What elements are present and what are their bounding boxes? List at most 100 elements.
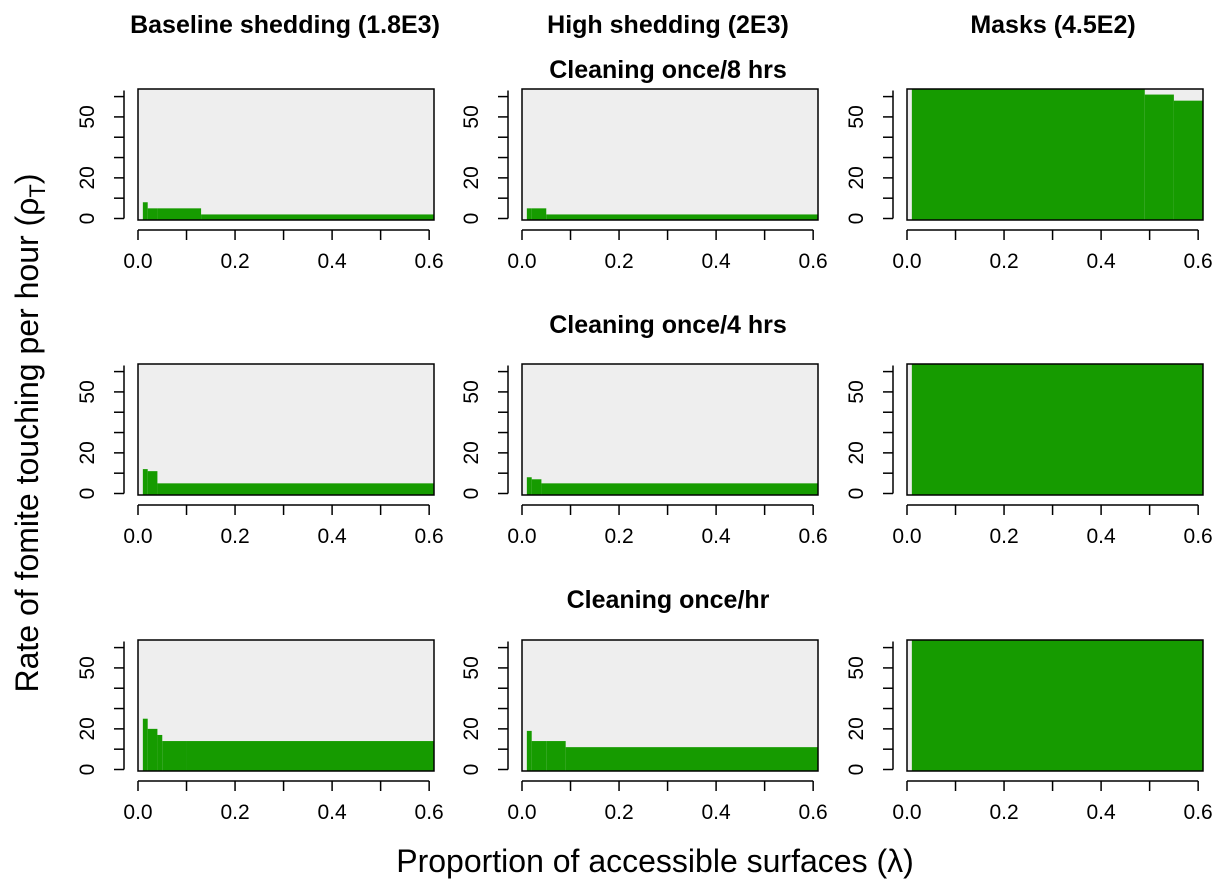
feasible-region-step-2 (541, 483, 818, 495)
panel-frame (906, 88, 1204, 221)
y-axis-label-subscript: T (25, 184, 50, 197)
x-tick-label: 0.4 (317, 525, 347, 548)
x-tick-label: 0.6 (415, 801, 444, 824)
feasible-region-step-0 (526, 730, 532, 771)
x-tick-label: 0.4 (701, 250, 731, 273)
feasible-region-step-0 (911, 640, 1203, 771)
x-tick-label: 0.2 (604, 801, 633, 824)
feasible-region-step-3 (201, 214, 434, 220)
panel-frame (137, 363, 435, 496)
feasible-region-step-0 (142, 469, 148, 495)
x-tick-label: 0.2 (989, 801, 1018, 824)
y-axis-label-close: ) (9, 173, 45, 184)
y-tick-label: 20 (76, 166, 99, 189)
feasible-region-step-3 (565, 747, 818, 771)
feasible-region-step-1 (147, 208, 158, 220)
row-title-cleaning-4hrs: Cleaning once/4 hrs (549, 311, 787, 339)
y-tick-label: 50 (460, 656, 483, 679)
panel-r0-c2: 0.0 0.2 0.4 0.6 0 20 50 (845, 88, 1213, 273)
feasible-region-step-2 (1173, 100, 1203, 220)
feasible-region-step-2 (157, 483, 434, 495)
panel-r1-c2: 0.0 0.2 0.4 0.6 0 20 50 (845, 363, 1213, 548)
y-tick-label: 50 (76, 656, 99, 679)
feasible-region-step-1 (531, 208, 547, 220)
x-tick-label: 0.0 (123, 525, 152, 548)
y-tick-label: 50 (460, 105, 483, 128)
x-tick-label: 0.6 (415, 525, 444, 548)
panel-frame (521, 88, 819, 221)
y-tick-label: 20 (460, 166, 483, 189)
x-tick-label: 0.4 (1086, 801, 1116, 824)
panel-background (138, 364, 434, 495)
x-tick-label: 0.4 (701, 801, 731, 824)
feasible-region-step-0 (526, 477, 532, 495)
y-tick-label: 0 (76, 764, 99, 776)
y-tick-label: 50 (76, 105, 99, 128)
x-tick-label: 0.0 (507, 801, 536, 824)
y-tick-label: 20 (460, 441, 483, 464)
feasible-region-step-0 (526, 208, 532, 220)
feasible-region-step-1 (147, 471, 158, 495)
feasible-region-step-0 (142, 718, 148, 771)
x-tick-label: 0.0 (507, 525, 536, 548)
panel-r0-c1: 0.0 0.2 0.4 0.6 0 20 50 (460, 88, 828, 273)
row-title-cleaning-1hr: Cleaning once/hr (567, 586, 770, 614)
panel-background (138, 89, 434, 220)
x-tick-label: 0.2 (604, 250, 633, 273)
x-tick-label: 0.4 (1086, 525, 1116, 548)
x-tick-label: 0.6 (799, 250, 828, 273)
x-tick-label: 0.0 (123, 801, 152, 824)
panel-r2-c2: 0.0 0.2 0.4 0.6 0 20 50 (845, 639, 1213, 824)
feasible-region-step-0 (142, 202, 148, 220)
feasible-region-step-2 (546, 741, 566, 771)
x-tick-label: 0.2 (220, 250, 249, 273)
panel-r2-c0: 0.0 0.2 0.4 0.6 0 20 50 (76, 639, 444, 824)
feasible-region-step-2 (157, 208, 202, 220)
x-tick-label: 0.4 (317, 801, 347, 824)
x-tick-label: 0.0 (892, 250, 921, 273)
x-tick-label: 0.0 (892, 801, 921, 824)
column-title-baseline: Baseline shedding (1.8E3) (130, 11, 440, 39)
feasible-region-step-1 (1144, 94, 1174, 220)
x-tick-label: 0.6 (1184, 250, 1213, 273)
x-axis-label: Proportion of accessible surfaces (λ) (396, 843, 914, 879)
y-tick-label: 0 (460, 488, 483, 500)
panel-frame (906, 639, 1204, 772)
x-tick-label: 0.4 (1086, 250, 1116, 273)
y-tick-label: 20 (845, 441, 868, 464)
y-tick-label: 50 (76, 380, 99, 403)
y-axis-label: Rate of fomite touching per hour (ρT) (9, 173, 50, 692)
panel-frame (137, 639, 435, 772)
x-tick-label: 0.4 (317, 250, 347, 273)
x-tick-label: 0.6 (415, 250, 444, 273)
x-tick-label: 0.2 (220, 801, 249, 824)
x-tick-label: 0.6 (799, 801, 828, 824)
x-tick-label: 0.6 (1184, 525, 1213, 548)
panel-grid: 0.0 0.2 0.4 0.6 0 20 50 0.0 0.2 0.4 0.6 0 20 50 0.0 0.2… (76, 88, 1213, 824)
panel-r2-c1: 0.0 0.2 0.4 0.6 0 20 50 (460, 639, 828, 824)
x-tick-label: 0.0 (123, 250, 152, 273)
x-tick-label: 0.4 (701, 525, 731, 548)
y-tick-label: 20 (460, 717, 483, 740)
row-title-cleaning-8hrs: Cleaning once/8 hrs (549, 56, 787, 84)
y-tick-label: 50 (845, 380, 868, 403)
y-tick-label: 0 (460, 213, 483, 225)
x-tick-label: 0.6 (1184, 801, 1213, 824)
x-tick-label: 0.0 (892, 525, 921, 548)
y-tick-label: 50 (845, 105, 868, 128)
y-tick-label: 50 (460, 380, 483, 403)
y-tick-label: 20 (845, 166, 868, 189)
y-tick-label: 0 (460, 764, 483, 776)
y-tick-label: 0 (845, 213, 868, 225)
x-tick-label: 0.2 (220, 525, 249, 548)
x-tick-label: 0.2 (989, 525, 1018, 548)
y-tick-label: 20 (76, 717, 99, 740)
panel-background (522, 364, 818, 495)
x-tick-label: 0.2 (989, 250, 1018, 273)
panel-frame (521, 363, 819, 496)
y-tick-label: 0 (76, 488, 99, 500)
y-axis-label-main: Rate of fomite touching per hour (ρ (9, 198, 45, 693)
feasible-region-step-4 (186, 741, 434, 771)
x-tick-label: 0.2 (604, 525, 633, 548)
